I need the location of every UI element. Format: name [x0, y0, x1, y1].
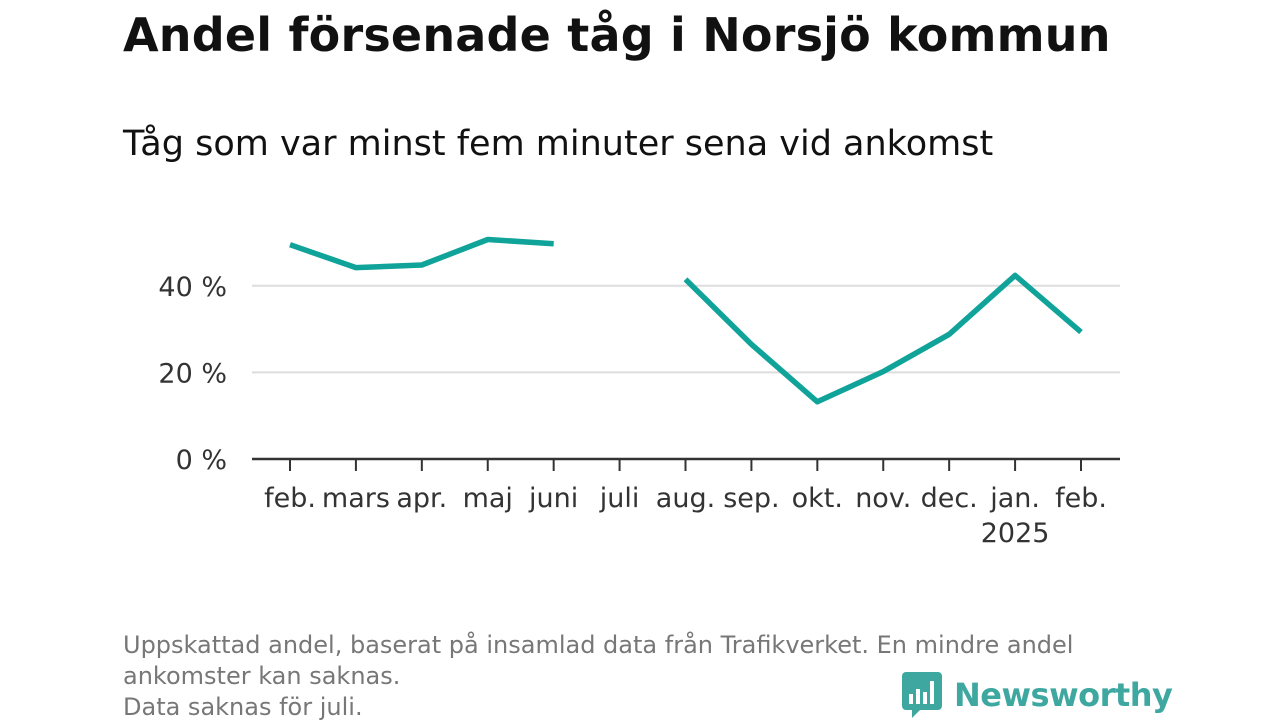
y-tick-label: 40 %: [158, 272, 227, 303]
x-tick-label: apr.: [396, 483, 447, 514]
x-tick-label: sep.: [723, 483, 779, 514]
series-line-segment: [683, 272, 1083, 405]
x-tick-label: juli: [599, 483, 640, 514]
y-tick-label: 20 %: [158, 358, 227, 389]
x-tick-label: dec.: [921, 483, 978, 514]
footnote-line-2: ankomster kan saknas.: [123, 662, 401, 690]
chart-subtitle: Tåg som var minst fem minuter sena vid a…: [123, 124, 994, 164]
x-tick-label: nov.: [855, 483, 911, 514]
x-tick-label: mars: [322, 483, 390, 514]
y-tick-label: 0 %: [176, 445, 227, 476]
x-tick-label: jan.: [989, 483, 1040, 514]
series-line-segment: [289, 236, 554, 271]
chart-title: Andel försenade tåg i Norsjö kommun: [123, 8, 1111, 62]
series-lines: [289, 236, 1083, 405]
x-tick-label: juni: [528, 483, 578, 514]
gridlines: [252, 284, 1120, 374]
footnote: Uppskattad andel, baserat på insamlad da…: [123, 630, 1073, 723]
x-tick-label: feb.: [264, 483, 316, 514]
footnote-line-3: Data saknas för juli.: [123, 693, 363, 721]
x-axis: [252, 457, 1120, 471]
x-tick-label: okt.: [792, 483, 843, 514]
tick-labels: 0 %20 %40 %feb. mars apr. maj juni juli aug. se…: [158, 272, 1107, 549]
x-year-label: 2025: [981, 518, 1050, 549]
x-tick-label: maj: [463, 483, 513, 514]
footnote-line-1: Uppskattad andel, baserat på insamlad da…: [123, 631, 1074, 659]
brand-name: Newsworthy: [954, 676, 1173, 714]
brand-logo: Newsworthy: [902, 670, 1173, 720]
newsworthy-chart-bubble-icon: [902, 672, 942, 718]
x-tick-label: aug.: [656, 483, 715, 514]
x-tick-label: feb.: [1055, 483, 1107, 514]
